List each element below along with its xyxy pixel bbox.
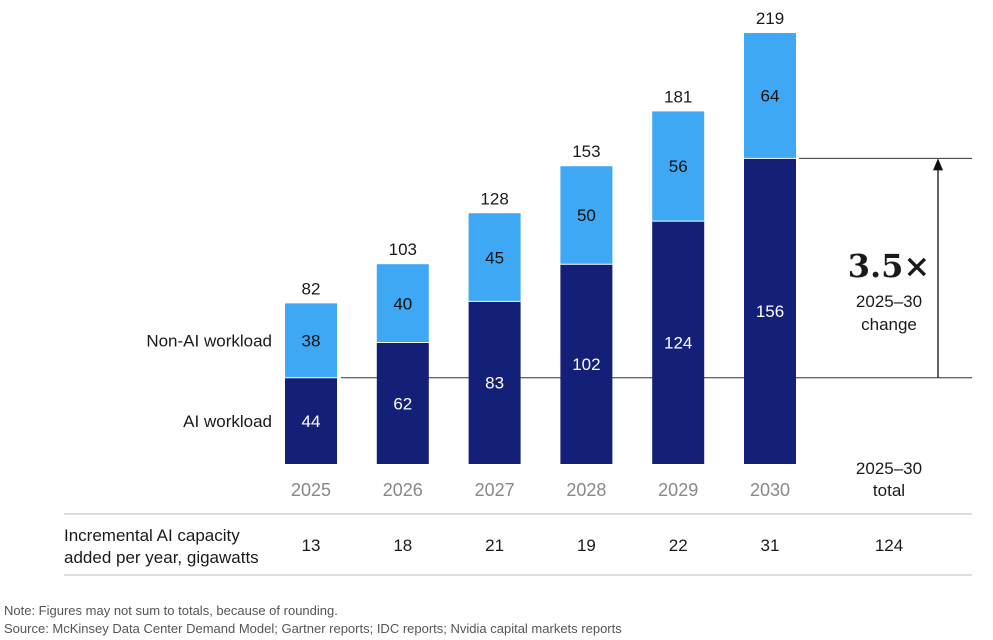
change-label-line2: change [861,315,917,334]
label-nonai-2030: 64 [761,87,780,106]
label-nonai-2028: 50 [577,206,596,225]
x-tick-2028: 2028 [566,480,606,500]
label-nonai-2027: 45 [485,248,504,267]
label-nonai-2025: 38 [302,332,321,351]
table-row-label-line2: added per year, gigawatts [64,548,259,567]
bar-ai-2026 [376,342,429,464]
label-total-2026: 103 [389,240,417,259]
label-ai-2029: 124 [664,334,692,353]
bar-ai-2028 [560,264,613,464]
x-tick-2027: 2027 [475,480,515,500]
label-total-2029: 181 [664,87,692,106]
change-label-line1: 2025–30 [856,292,922,311]
bar-nonai-2025 [285,303,337,378]
table-value-2026: 18 [393,536,412,555]
x-tick-2029: 2029 [658,480,698,500]
total-header-line1: 2025–30 [856,459,922,478]
chart-note: Note: Figures may not sum to totals, bec… [4,603,338,618]
bar-nonai-2026 [376,264,429,343]
label-nonai-2026: 40 [393,294,412,313]
total-header-line2: total [873,481,905,500]
label-ai-2028: 102 [572,355,600,374]
chart-source: Source: McKinsey Data Center Demand Mode… [4,621,622,636]
label-total-2028: 153 [572,142,600,161]
bar-ai-2027 [468,301,521,464]
bar-ai-2029 [652,221,705,464]
label-ai-2030: 156 [756,302,784,321]
bar-nonai-2030 [744,33,796,159]
bar-nonai-2027 [468,213,521,302]
table-value-2029: 22 [669,536,688,555]
x-tick-2025: 2025 [291,480,331,500]
label-total-2027: 128 [480,189,508,208]
series-label-ai: AI workload [183,412,272,431]
x-tick-2030: 2030 [750,480,790,500]
bar-nonai-2028 [560,166,613,265]
change-multiplier: 3.5× [848,247,930,285]
bar-ai-2030 [744,158,796,465]
stacked-bar-chart: 44 38 82 2025 13 62 40 103 2026 18 83 45 128 2027 21 10… [64,9,972,576]
label-nonai-2029: 56 [669,157,688,176]
x-tick-2026: 2026 [383,480,423,500]
table-value-2028: 19 [577,536,596,555]
bar-nonai-2029 [652,111,705,222]
table-value-2025: 13 [302,536,321,555]
label-ai-2026: 62 [393,394,412,413]
table-value-2027: 21 [485,536,504,555]
label-total-2030: 219 [756,9,784,28]
label-ai-2025: 44 [302,412,321,431]
series-label-nonai: Non-AI workload [146,332,272,351]
change-arrow-head [933,158,943,171]
table-row-label-line1: Incremental AI capacity [64,526,240,545]
table-total-value: 124 [875,536,903,555]
table-value-2030: 31 [761,536,780,555]
bar-ai-2025 [285,377,337,464]
label-ai-2027: 83 [485,374,504,393]
label-total-2025: 82 [302,279,321,298]
